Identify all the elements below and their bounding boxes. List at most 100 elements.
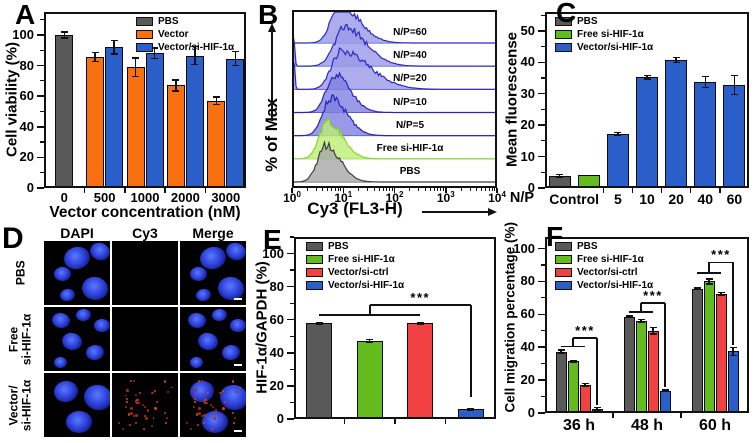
cy3-signal-dot <box>129 379 132 382</box>
y-minor-tick-mark <box>541 77 545 79</box>
y-minor-tick-mark <box>290 269 294 271</box>
histogram-series-label: PBS <box>399 166 421 177</box>
y-minor-tick-mark <box>40 141 44 143</box>
significance-line <box>470 304 472 398</box>
cell-nucleus <box>220 343 242 362</box>
panel-e-hif1a-gapdh-chart: E HIF-1α/GAPDH (%) 0 20 40 60 80 100 PBS Free s… <box>250 225 500 443</box>
legend-item: Vector/si-HIF-1α <box>136 41 234 54</box>
error-bar-cap <box>110 53 118 55</box>
cy3-signal-dot <box>132 379 135 382</box>
row-label-text: Vector/si-HIF-1α <box>6 379 35 431</box>
error-bar <box>215 96 217 105</box>
y-tick-label: 100 <box>12 26 34 42</box>
legend-item: PBS <box>306 240 404 253</box>
cy3-signal-dot <box>214 409 218 413</box>
y-tick-label: 100 <box>262 245 284 261</box>
bar <box>356 340 383 419</box>
cy3-signal-dot <box>151 425 153 428</box>
y-tick-label: 40 <box>269 344 284 360</box>
column-header: Merge <box>192 225 234 241</box>
micrograph-dapi <box>44 241 110 305</box>
bar <box>659 390 671 413</box>
x-tick-mark <box>291 188 293 193</box>
legend-swatch <box>555 30 572 39</box>
cy3-signal-dot <box>223 401 226 404</box>
error-bar-cap <box>467 407 475 409</box>
error-bar-cap <box>701 75 709 78</box>
legend-swatch <box>555 242 572 251</box>
significance-line <box>708 262 710 274</box>
x-minor-tick-mark <box>382 188 384 191</box>
error-bar-cap <box>672 56 680 59</box>
cy3-signal-dot <box>134 400 138 403</box>
y-tick-mark <box>37 126 44 128</box>
histogram-series-label: N/P=20 <box>393 73 427 85</box>
panel-b-x-axis-label: Cy3 (FL3-H) <box>307 199 403 218</box>
bar <box>126 67 145 188</box>
error-bar-cap <box>693 288 701 291</box>
x-minor-tick-mark <box>386 188 388 191</box>
panel-b-letter: B <box>258 0 279 30</box>
x-tick-mark <box>689 188 692 193</box>
cell-nucleus <box>186 311 208 330</box>
legend-item: Vector/si-HIF-1α <box>555 41 653 54</box>
error-bar-cap <box>701 87 709 89</box>
legend-label: Vector <box>158 28 189 40</box>
legend-swatch <box>555 268 572 277</box>
y-tick-label: 80 <box>269 278 284 294</box>
error-bar-cap <box>730 93 738 96</box>
histogram-series-label: Free si-HIF-1α <box>376 142 444 154</box>
x-minor-tick-mark <box>429 188 431 191</box>
error-bar-cap <box>625 315 633 317</box>
legend-swatch <box>555 281 572 290</box>
error-bar-cap <box>231 64 239 67</box>
x-tick-label: 102 <box>385 190 404 205</box>
y-tick-mark <box>538 155 545 158</box>
bar <box>105 47 124 188</box>
y-minor-tick-mark <box>541 363 545 365</box>
error-bar-cap <box>625 316 633 319</box>
cy3-signal-dot <box>129 411 133 415</box>
x-category-label: 2000 <box>170 190 200 205</box>
error-bar <box>596 407 598 411</box>
legend: PBS Free si-HIF-1α Vector/si-ctrl Vector/si… <box>306 240 404 292</box>
micrograph-merge <box>180 307 246 371</box>
legend-item: Vector/si-HIF-1α <box>306 279 404 292</box>
y-tick-mark <box>538 92 545 95</box>
cy3-signal-dot <box>194 389 197 392</box>
x-category-label: 0 <box>60 190 68 205</box>
y-tick-mark <box>287 385 294 387</box>
bar <box>691 288 703 413</box>
legend-label: Vector/si-HIF-1α <box>158 41 235 53</box>
error-bar <box>369 339 371 343</box>
cy3-signal-dot <box>205 401 208 404</box>
cy3-signal-dot <box>219 391 222 395</box>
error-bar-cap <box>557 352 565 354</box>
cy3-signal-dot <box>134 422 137 425</box>
y-minor-tick-mark <box>541 108 545 111</box>
legend-item: Free si-HIF-1α <box>306 253 404 266</box>
significance-line <box>640 302 642 312</box>
significance-stars: *** <box>410 289 431 305</box>
cy3-signal-dot <box>203 414 206 417</box>
micrograph-merge <box>180 373 246 437</box>
error-bar-cap <box>705 278 713 280</box>
x-category-label: 3000 <box>211 190 241 205</box>
legend-item: Vector/si-HIF-1α <box>555 279 653 292</box>
micrograph-dapi <box>44 373 110 437</box>
cy3-signal-dot <box>192 405 195 408</box>
y-tick-label: 20 <box>269 377 284 393</box>
x-minor-tick-mark <box>488 188 490 191</box>
x-minor-tick-mark <box>409 188 411 191</box>
error-bar-cap <box>643 78 651 80</box>
error-bar-cap <box>91 51 99 54</box>
legend-label: Vector/si-ctrl <box>328 266 389 278</box>
cy3-signal-dot <box>143 406 146 409</box>
error-bar-cap <box>649 333 657 335</box>
error-bar <box>675 57 677 63</box>
cell-nucleus <box>81 381 110 414</box>
x-category-label: 5 <box>613 191 622 207</box>
legend-label: PBS <box>158 15 179 27</box>
row-label: Vector/si-HIF-1α <box>0 373 42 437</box>
